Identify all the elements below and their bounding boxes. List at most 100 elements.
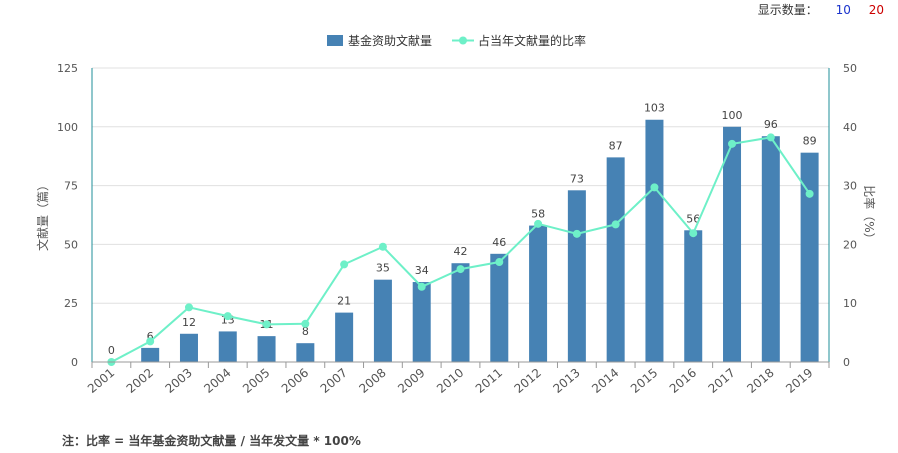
bar-value-label: 103 [644, 102, 665, 115]
y-left-tick-label: 25 [64, 297, 78, 310]
bar-series [141, 119, 819, 362]
y-right-tick-label: 30 [843, 180, 857, 193]
bar[interactable] [529, 225, 548, 362]
y-left-tick-label: 75 [64, 180, 78, 193]
bar-value-label: 12 [182, 316, 196, 329]
x-tick-label: 2009 [395, 366, 427, 396]
y-right-tick-label: 50 [843, 62, 857, 75]
x-tick-label: 2019 [783, 366, 815, 396]
bar[interactable] [179, 333, 198, 362]
bar-value-label: 96 [764, 118, 778, 131]
legend-bar-swatch [327, 35, 343, 46]
ratio-point[interactable] [650, 183, 659, 192]
x-tick-label: 2018 [744, 366, 776, 396]
ratio-point[interactable] [456, 265, 465, 274]
bar[interactable] [567, 190, 586, 362]
ratio-point[interactable] [378, 242, 387, 251]
ratio-point[interactable] [611, 220, 620, 229]
x-tick-label: 2008 [356, 366, 388, 396]
ratio-point[interactable] [495, 258, 504, 267]
bar-data-labels: 0612131182135344246587387103561009689 [108, 102, 817, 357]
x-tick-label: 2016 [667, 366, 699, 396]
y-left-tick-label: 0 [71, 356, 78, 369]
y-axis-right-label: 比率（%） [862, 185, 877, 244]
y-left-tick-label: 100 [57, 121, 78, 134]
ratio-point[interactable] [805, 189, 814, 198]
bar-value-label: 42 [454, 245, 468, 258]
ratio-point[interactable] [689, 229, 698, 238]
x-tick-label: 2010 [434, 366, 466, 396]
funding-chart: 基金资助文献量 占当年文献量的比率 0612131182135344246587… [35, 33, 877, 396]
ratio-point[interactable] [340, 260, 349, 269]
ratio-point[interactable] [301, 319, 310, 328]
bar[interactable] [412, 282, 431, 362]
x-tick-label: 2002 [124, 366, 156, 396]
bar-value-label: 35 [376, 262, 390, 275]
bar-value-label: 34 [415, 264, 429, 277]
x-tick-label: 2015 [628, 366, 660, 396]
bar-value-label: 6 [147, 330, 154, 343]
legend-bar-label: 基金资助文献量 [348, 33, 432, 48]
x-tick-label: 2013 [550, 366, 582, 396]
bar[interactable] [373, 279, 392, 362]
y-right-tick-label: 10 [843, 297, 857, 310]
bar[interactable] [490, 253, 509, 362]
line-series [107, 133, 814, 366]
bar-value-label: 46 [492, 236, 506, 249]
ratio-point[interactable] [184, 303, 193, 312]
ratio-point[interactable] [534, 219, 543, 228]
y-right-tick-label: 0 [843, 356, 850, 369]
display-count-label: 显示数量： [757, 3, 818, 17]
bar-value-label: 73 [570, 172, 584, 185]
bar-value-label: 100 [722, 109, 743, 122]
bar-value-label: 21 [337, 295, 351, 308]
bar[interactable] [335, 312, 354, 362]
ratio-point[interactable] [417, 282, 426, 291]
chart-footnote: 注：比率 = 当年基金资助文献量 / 当年发文量 * 100% [62, 434, 361, 448]
ratio-point[interactable] [223, 312, 232, 321]
legend-item-line[interactable]: 占当年文献量的比率 [452, 33, 586, 48]
x-tick-label: 2017 [706, 366, 738, 396]
x-tick-label: 2012 [512, 366, 544, 396]
bar[interactable] [723, 126, 742, 362]
y-left-tick-label: 125 [57, 62, 78, 75]
bar-value-label: 87 [609, 139, 623, 152]
bar-value-label: 58 [531, 208, 545, 221]
bar[interactable] [141, 347, 160, 362]
bar[interactable] [684, 230, 703, 362]
bar-value-label: 0 [108, 344, 115, 357]
bar[interactable] [296, 343, 315, 362]
x-tick-label: 2006 [279, 366, 311, 396]
x-tick-label: 2014 [589, 366, 621, 396]
bar[interactable] [257, 336, 276, 362]
display-count-option-10[interactable]: 10 [835, 3, 851, 17]
y-right-tick-label: 40 [843, 121, 857, 134]
bar-value-label: 89 [803, 135, 817, 148]
x-tick-label: 2007 [318, 366, 350, 396]
ratio-point[interactable] [766, 133, 775, 142]
ratio-point[interactable] [262, 320, 271, 329]
y-right-tick-label: 20 [843, 238, 857, 251]
display-count-option-20[interactable]: 20 [868, 3, 884, 17]
x-tick-label: 2005 [240, 366, 272, 396]
x-tick-label: 2004 [201, 366, 233, 396]
bar[interactable] [606, 157, 625, 362]
x-tick-label: 2003 [163, 366, 195, 396]
y-left-tick-label: 50 [64, 238, 78, 251]
bar[interactable] [451, 263, 470, 362]
y-axis-left-label: 文献量（篇） [35, 179, 50, 251]
ratio-point[interactable] [146, 337, 155, 346]
bar[interactable] [761, 136, 780, 362]
legend-line-label: 占当年文献量的比率 [478, 33, 586, 48]
display-count-control: 显示数量： 10 20 [758, 1, 884, 18]
legend-item-bar[interactable]: 基金资助文献量 [327, 33, 432, 48]
bar[interactable] [645, 119, 664, 362]
bar[interactable] [800, 152, 819, 362]
bar[interactable] [218, 331, 237, 362]
bar-value-label: 56 [686, 212, 700, 225]
x-tick-label: 2011 [473, 366, 505, 396]
ratio-point[interactable] [728, 139, 737, 148]
chart-legend: 基金资助文献量 占当年文献量的比率 [327, 33, 586, 48]
ratio-point[interactable] [572, 229, 581, 238]
x-tick-label: 2001 [85, 366, 117, 396]
